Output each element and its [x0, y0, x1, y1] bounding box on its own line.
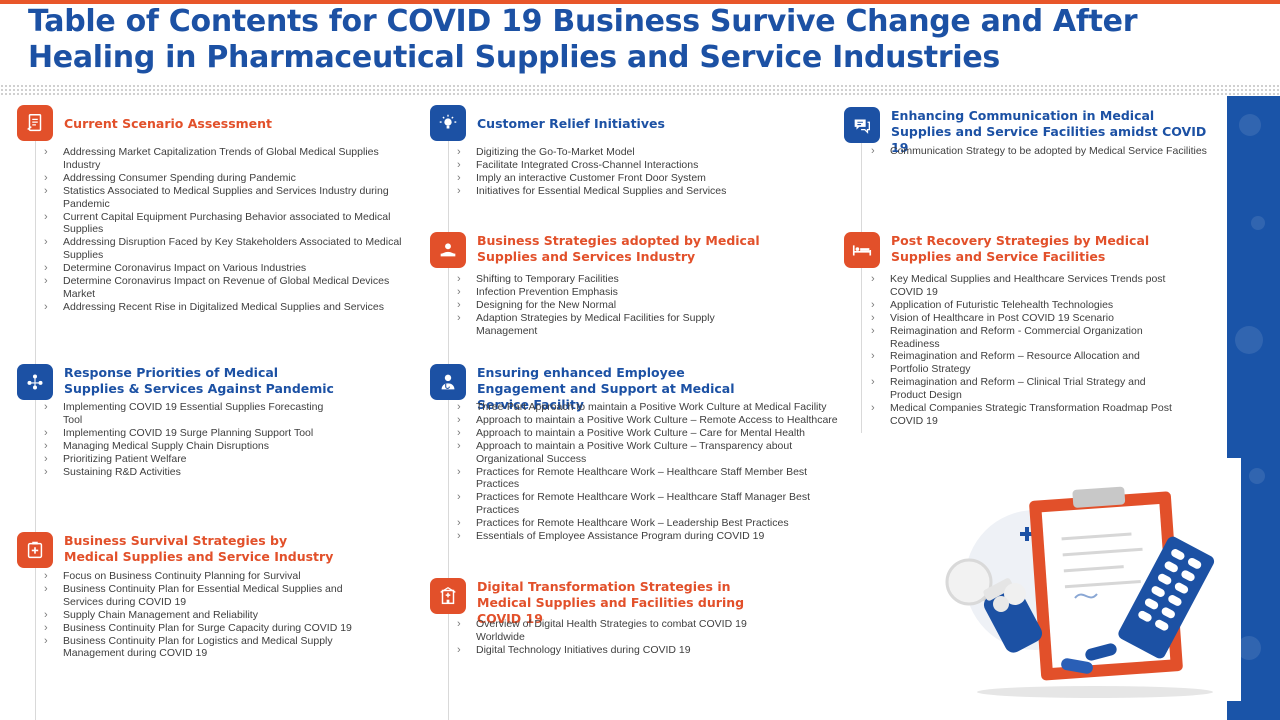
- list-item: Vision of Healthcare in Post COVID 19 Sc…: [871, 312, 1180, 325]
- list-item: Essentials of Employee Assistance Progra…: [457, 530, 841, 543]
- list-item: Infection Prevention Emphasis: [457, 286, 776, 299]
- list-item: Practices for Remote Healthcare Work – H…: [457, 491, 841, 517]
- list-item: Addressing Recent Rise in Digitalized Me…: [44, 301, 407, 314]
- section-title: Customer Relief Initiatives: [477, 116, 665, 131]
- list-item: Practices for Remote Healthcare Work – H…: [457, 466, 841, 492]
- list-item: Implementing COVID 19 Essential Supplies…: [44, 401, 343, 427]
- section-item-list: Communication Strategy to be adopted by …: [871, 145, 1225, 158]
- list-item: Managing Medical Supply Chain Disruption…: [44, 440, 343, 453]
- section-title: Business Strategies adopted by Medical S…: [477, 233, 760, 264]
- list-item: Three-Part Approach to maintain a Positi…: [457, 401, 841, 414]
- section-item-list: Three-Part Approach to maintain a Positi…: [457, 401, 841, 543]
- list-item: Approach to maintain a Positive Work Cul…: [457, 440, 841, 466]
- section-item-list: Overview of Digital Health Strategies to…: [457, 618, 776, 657]
- chat-bubbles-icon: [844, 107, 880, 143]
- list-item: Designing for the New Normal: [457, 299, 776, 312]
- list-item: Prioritizing Patient Welfare: [44, 453, 343, 466]
- list-item: Reimagination and Reform – Resource Allo…: [871, 350, 1180, 376]
- people-network-icon: [17, 364, 53, 400]
- list-item: Digital Technology Initiatives during CO…: [457, 644, 776, 657]
- clipboard-pills-medical-illustration: [935, 470, 1225, 705]
- dotted-divider: [0, 84, 1280, 95]
- section-item-list: Addressing Market Capitalization Trends …: [44, 146, 407, 314]
- list-item: Application of Futuristic Telehealth Tec…: [871, 299, 1180, 312]
- section-item-list: Key Medical Supplies and Healthcare Serv…: [871, 273, 1180, 428]
- list-item: Digitizing the Go-To-Market Model: [457, 146, 826, 159]
- list-item: Business Continuity Plan for Logistics a…: [44, 635, 363, 661]
- section-item-list: Digitizing the Go-To-Market Model Facili…: [457, 146, 826, 198]
- section-item-list: Implementing COVID 19 Essential Supplies…: [44, 401, 343, 479]
- hand-care-icon: [430, 232, 466, 268]
- list-item: Sustaining R&D Activities: [44, 466, 343, 479]
- hospital-bed-icon: [844, 232, 880, 268]
- list-item: Key Medical Supplies and Healthcare Serv…: [871, 273, 1180, 299]
- list-item: Business Continuity Plan for Surge Capac…: [44, 622, 363, 635]
- assessment-report-icon: [17, 105, 53, 141]
- section-title: Post Recovery Strategies by Medical Supp…: [891, 233, 1150, 264]
- section-item-list: Shifting to Temporary Facilities Infecti…: [457, 273, 776, 338]
- column-divider: [861, 140, 862, 433]
- column-divider: [35, 140, 36, 720]
- column-divider: [448, 140, 449, 720]
- list-item: Approach to maintain a Positive Work Cul…: [457, 427, 841, 440]
- section-item-list: Focus on Business Continuity Planning fo…: [44, 570, 363, 661]
- list-item: Current Capital Equipment Purchasing Beh…: [44, 211, 407, 237]
- section-title: Current Scenario Assessment: [64, 116, 273, 131]
- list-item: Business Continuity Plan for Essential M…: [44, 583, 363, 609]
- list-item: Focus on Business Continuity Planning fo…: [44, 570, 363, 583]
- list-item: Determine Coronavirus Impact on Revenue …: [44, 275, 407, 301]
- list-item: Shifting to Temporary Facilities: [457, 273, 776, 286]
- list-item: Statistics Associated to Medical Supplie…: [44, 185, 407, 211]
- medical-kit-icon: [17, 532, 53, 568]
- list-item: Addressing Consumer Spending during Pand…: [44, 172, 407, 185]
- list-item: Addressing Disruption Faced by Key Stake…: [44, 236, 407, 262]
- list-item: Determine Coronavirus Impact on Various …: [44, 262, 407, 275]
- doctor-icon: [430, 364, 466, 400]
- list-item: Overview of Digital Health Strategies to…: [457, 618, 776, 644]
- side-panel-notch: [1227, 458, 1241, 701]
- list-item: Facilitate Integrated Cross-Channel Inte…: [457, 159, 826, 172]
- list-item: Adaption Strategies by Medical Facilitie…: [457, 312, 776, 338]
- list-item: Medical Companies Strategic Transformati…: [871, 402, 1180, 428]
- list-item: Practices for Remote Healthcare Work – L…: [457, 517, 841, 530]
- list-item: Supply Chain Management and Reliability: [44, 609, 363, 622]
- list-item: Initiatives for Essential Medical Suppli…: [457, 185, 826, 198]
- list-item: Reimagination and Reform - Commercial Or…: [871, 325, 1180, 351]
- list-item: Reimagination and Reform – Clinical Tria…: [871, 376, 1180, 402]
- list-item: Imply an interactive Customer Front Door…: [457, 172, 826, 185]
- section-title: Enhancing Communication in Medical Suppl…: [891, 108, 1207, 155]
- list-item: Implementing COVID 19 Surge Planning Sup…: [44, 427, 343, 440]
- hospital-building-icon: [430, 578, 466, 614]
- list-item: Addressing Market Capitalization Trends …: [44, 146, 407, 172]
- list-item: Communication Strategy to be adopted by …: [871, 145, 1225, 158]
- list-item: Approach to maintain a Positive Work Cul…: [457, 414, 841, 427]
- page-title: Table of Contents for COVID 19 Business …: [28, 4, 1138, 75]
- top-accent-stripe: [0, 0, 1280, 4]
- section-title: Business Survival Strategies by Medical …: [64, 533, 334, 564]
- idea-bulb-icon: [430, 105, 466, 141]
- section-title: Response Priorities of Medical Supplies …: [64, 365, 334, 396]
